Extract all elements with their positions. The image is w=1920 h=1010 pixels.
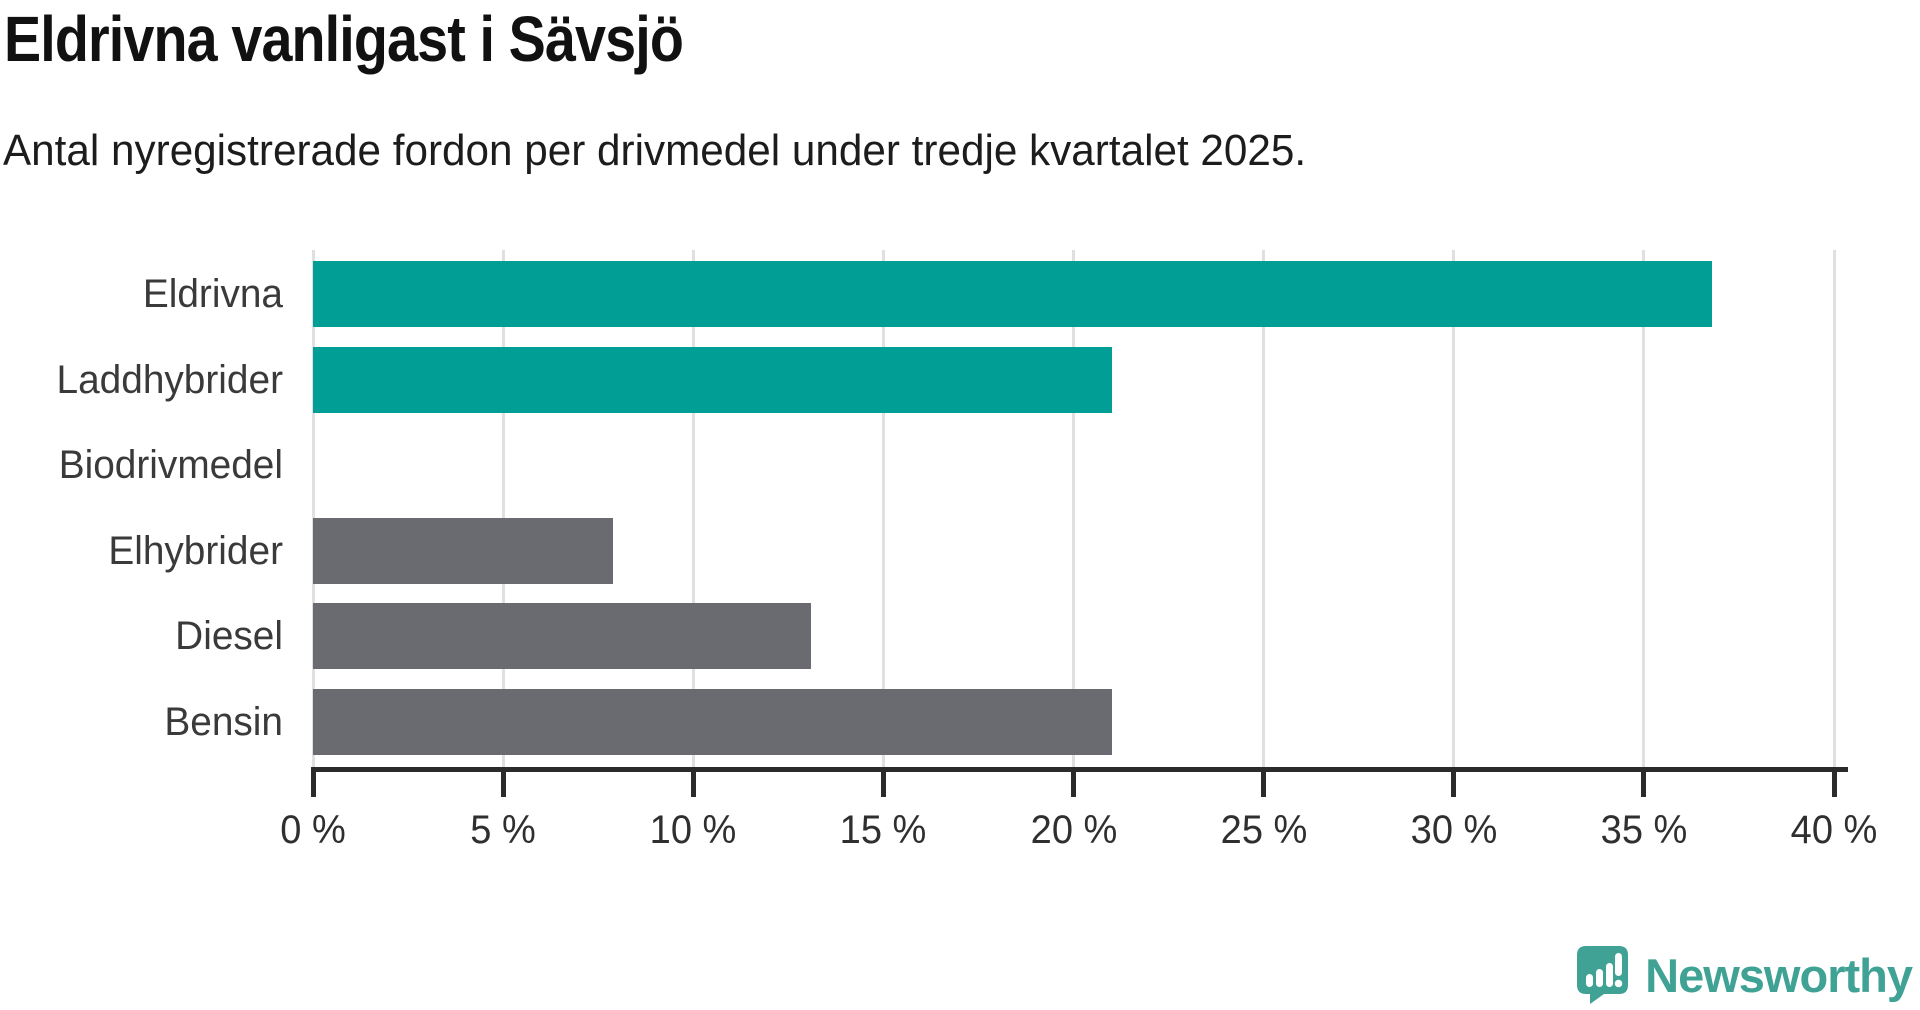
bar-bensin [313,688,1112,755]
axis-tick-label: 10 % [649,808,737,852]
axis-tick [1831,767,1837,797]
axis-tick-label: 25 % [1220,808,1307,852]
bar-eldrivna [313,261,1713,327]
chart-title: Eldrivna vanligast i Sävsjö [4,3,684,75]
axis-tick-label: 35 % [1600,808,1688,852]
axis-tick [500,767,506,797]
newsworthy-logo: Newsworthy [1577,946,1913,1004]
axis-tick-label: 15 % [840,808,927,852]
axis-tick [1261,767,1267,797]
gridline [1262,250,1266,767]
axis-tick-label: 20 % [1030,808,1117,852]
axis-tick [880,767,886,797]
gridline [1452,250,1456,767]
newsworthy-logo-icon [1577,946,1629,1004]
category-label-biodrivmedel: Biodrivmedel [58,443,283,487]
x-axis-line [311,767,1848,772]
bar-laddhybrider [313,346,1112,413]
gridline [1832,250,1836,767]
gridline [1072,250,1075,767]
category-label-laddhybrider: Laddhybrider [56,357,284,402]
category-label-bensin: Bensin [164,699,283,744]
newsworthy-logo-text: Newsworthy [1645,948,1913,1002]
gridline [881,250,885,767]
axis-tick [310,767,316,797]
bar-diesel [313,603,812,669]
gridline [691,250,695,767]
axis-tick-label: 30 % [1410,808,1498,852]
axis-tick-label: 0 % [280,808,346,852]
axis-tick-label: 40 % [1790,808,1878,852]
category-label-elhybrider: Elhybrider [108,528,283,573]
axis-tick [1451,767,1457,797]
category-label-diesel: Diesel [175,614,283,658]
axis-tick-label: 5 % [470,808,536,852]
category-label-eldrivna: Eldrivna [142,272,283,316]
axis-tick [1641,767,1647,797]
axis-tick [1071,767,1076,797]
gridline [1642,250,1646,767]
bar-elhybrider [313,517,614,584]
gridline [311,250,315,767]
axis-tick [690,767,696,797]
chart-subtitle: Antal nyregistrerade fordon per drivmede… [3,126,1307,175]
gridline [501,250,505,767]
